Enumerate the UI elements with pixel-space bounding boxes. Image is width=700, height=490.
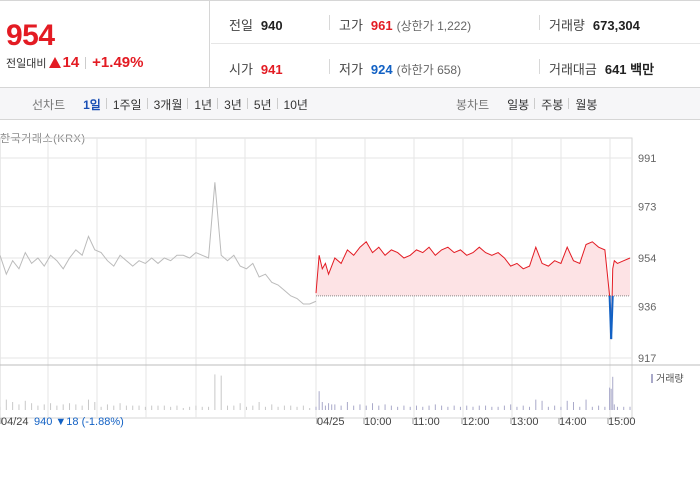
x-tick-label: 14:00: [559, 416, 587, 428]
divider: [539, 59, 540, 74]
prev-close-cell: 전일 940: [229, 15, 283, 34]
x-tick-label: 15:00: [608, 416, 636, 428]
period-1w[interactable]: 1주일: [105, 96, 148, 113]
lower-limit: (하한가 658): [396, 63, 462, 77]
x-tick-label: 04/24: [1, 416, 29, 428]
period-1y[interactable]: 1년: [187, 96, 218, 113]
current-price-box: 954 전일대비 14 +1.49%: [0, 1, 210, 88]
divider: [329, 15, 330, 30]
upper-limit: (상한가 1,222): [396, 19, 472, 33]
current-price: 954: [6, 19, 55, 52]
open-label: 시가: [229, 62, 253, 77]
prev-day-summary: 940 ▼18 (-1.88%): [34, 416, 124, 428]
series-today-line: [315, 241, 631, 340]
period-1d[interactable]: 1일: [83, 98, 101, 112]
series-today-area: [316, 241, 630, 340]
change-amount: 14: [62, 54, 80, 71]
high-cell: 고가 961 (상한가 1,222): [339, 15, 471, 34]
divider: [85, 56, 87, 69]
candle-chart-periods: 봉차트 일봉 주봉 월봉: [456, 96, 603, 113]
low-label: 저가: [339, 62, 363, 77]
period-10y[interactable]: 10년: [276, 96, 314, 113]
x-tick-label: 13:00: [511, 416, 539, 428]
quote-row-2: 시가 941 저가 924 (하한가 658) 거래대금 641 백만: [211, 45, 700, 88]
price-chart: 한국거래소(KRX) 991 973 954 936 917 거래량 04/24 04/25 1…: [0, 120, 700, 490]
x-tick-label: 12:00: [462, 416, 490, 428]
x-tick-label: 04/25: [317, 416, 345, 428]
quote-row-1: 전일 940 고가 961 (상한가 1,222) 거래량 673,304: [211, 1, 700, 44]
stock-summary: 954 전일대비 14 +1.49% 전일 940 고가 961 (상한가 1,222…: [0, 0, 700, 88]
data-source: 한국거래소(KRX): [0, 133, 86, 145]
period-3m[interactable]: 3개월: [146, 96, 189, 113]
low-value: 924: [370, 62, 393, 77]
series-today-down-segment: [610, 295, 614, 340]
volume-label: 거래량: [549, 18, 585, 33]
amount-value: 641 백만: [604, 62, 655, 77]
high-label: 고가: [339, 18, 363, 33]
series-prev-day-line: [0, 182, 317, 305]
volume-cell: 거래량 673,304: [549, 15, 640, 34]
volume-legend-label: 거래량: [656, 373, 684, 385]
period-5y[interactable]: 5년: [246, 96, 278, 113]
up-triangle-icon: [49, 57, 62, 68]
prev-close-label: 전일: [229, 18, 253, 33]
line-chart-label: 선차트: [32, 98, 66, 112]
change-rate: +1.49%: [92, 54, 144, 71]
change-label: 전일대비: [6, 57, 47, 70]
divider: [329, 59, 330, 74]
x-tick-label: 10:00: [364, 416, 392, 428]
y-tick-label: 936: [638, 302, 656, 314]
y-tick-label: 973: [638, 202, 656, 214]
volume-value: 673,304: [592, 18, 640, 33]
candle-monthly[interactable]: 월봉: [568, 96, 603, 113]
amount-cell: 거래대금 641 백만: [549, 59, 654, 78]
low-cell: 저가 924 (하한가 658): [339, 59, 461, 78]
high-value: 961: [370, 18, 393, 33]
open-cell: 시가 941: [229, 59, 283, 78]
candle-chart-label: 봉차트: [456, 98, 490, 112]
y-tick-label: 991: [638, 153, 656, 165]
volume-legend-swatch: [651, 374, 653, 383]
divider: [539, 15, 540, 30]
x-tick-label: 11:00: [413, 416, 440, 428]
price-change: 전일대비 14 +1.49%: [6, 54, 143, 71]
amount-label: 거래대금: [549, 62, 597, 77]
prev-close-value: 940: [260, 18, 283, 33]
candle-daily[interactable]: 일봉: [507, 98, 530, 112]
quote-details: 전일 940 고가 961 (상한가 1,222) 거래량 673,304 시가 941 …: [211, 1, 700, 88]
y-tick-label: 917: [638, 353, 656, 365]
candle-weekly[interactable]: 주봉: [534, 96, 569, 113]
open-value: 941: [260, 62, 283, 77]
y-tick-label: 954: [638, 253, 656, 265]
line-chart-periods: 선차트 1일 1주일 3개월 1년 3년 5년 10년: [32, 96, 314, 113]
period-3y[interactable]: 3년: [217, 96, 248, 113]
chart-period-toolbar: 선차트 1일 1주일 3개월 1년 3년 5년 10년 봉차트 일봉 주봉 월봉: [0, 88, 700, 120]
